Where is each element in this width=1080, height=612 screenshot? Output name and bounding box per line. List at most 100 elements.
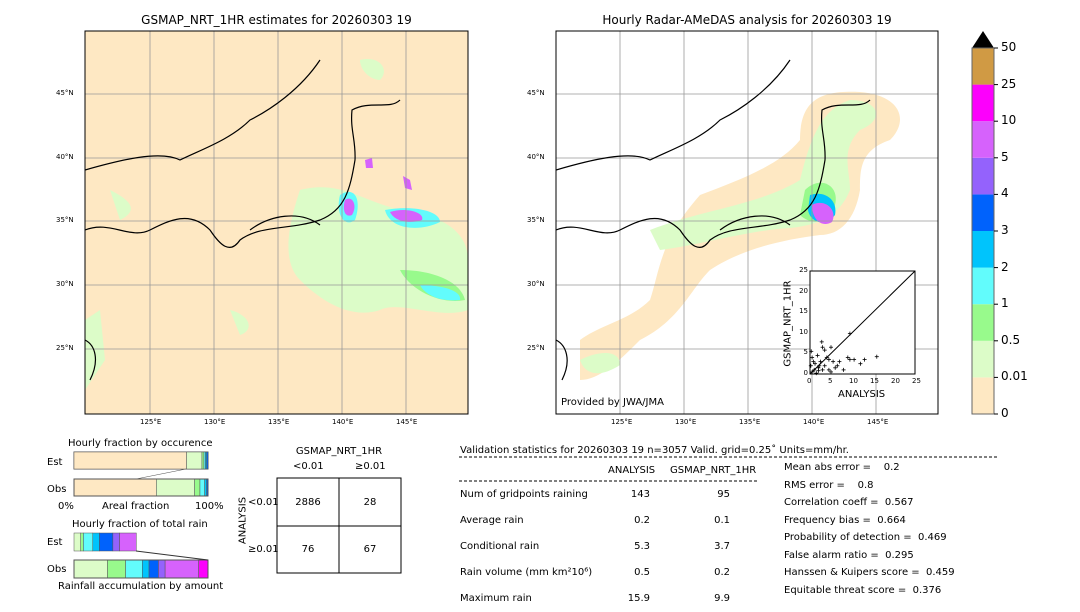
score-line: RMS error = 0.8 <box>784 479 874 491</box>
cell-1-1: 67 <box>363 544 377 555</box>
score-line: Frequency bias = 0.664 <box>784 514 906 526</box>
stat-analysis-value: 143 <box>630 489 650 500</box>
lon-tick-label: 135°E <box>268 418 290 426</box>
bar-segment <box>73 532 81 552</box>
bar-segment <box>80 532 84 552</box>
scatter-y-tick: 15 <box>799 307 808 316</box>
stat-gsmap-value: 95 <box>717 489 730 500</box>
scatter-point <box>818 359 823 364</box>
score-line: Correlation coeff = 0.567 <box>784 497 914 508</box>
lat-tick-label: 30°N <box>56 280 74 288</box>
scatter-point <box>826 367 831 372</box>
bar-segment <box>73 478 157 497</box>
scatter-point <box>847 331 852 336</box>
rain-obs-label: Obs <box>47 564 67 575</box>
scatter-ylabel: GSMAP_NRT_1HR <box>782 280 794 367</box>
lat-tick-label: 35°N <box>527 216 545 224</box>
scatter-point <box>858 361 863 366</box>
lat-tick-label: 40°N <box>527 153 545 161</box>
lon-tick-label: 125°E <box>611 418 633 426</box>
lat-tick-label: 25°N <box>527 344 545 352</box>
colorbar-extend-arrow <box>972 31 994 48</box>
colorbar-label: 50 <box>1001 40 1017 54</box>
coastlines <box>85 59 871 381</box>
occ-tick-0: 0% <box>58 501 74 512</box>
bar-segment <box>204 478 207 497</box>
bar-segment <box>107 559 126 579</box>
bar-segment <box>199 478 205 497</box>
col-label-0: <0.01 <box>293 461 324 472</box>
scatter-point <box>819 339 824 344</box>
rain-est-label: Est <box>47 537 63 548</box>
lon-tick-label: 130°E <box>204 418 226 426</box>
scatter-point <box>824 355 829 360</box>
bar-segment <box>92 532 100 552</box>
scatter-x-tick: 5 <box>828 377 833 385</box>
bar-segment <box>206 451 209 470</box>
scatter-point <box>820 367 825 372</box>
left-map <box>85 31 468 414</box>
cell-0-1: 28 <box>363 497 377 508</box>
bar-segment <box>186 451 203 470</box>
scatter-xlabel: ANALYSIS <box>838 389 886 400</box>
score-line: Hanssen & Kuipers score = 0.459 <box>784 567 955 578</box>
scatter-x-tick: 0 <box>807 377 812 385</box>
scatter-point <box>815 353 820 358</box>
stat-row-label: Rain volume (mm km²10⁶) <box>460 567 593 578</box>
colorbar <box>971 31 998 415</box>
scatter-point <box>829 345 833 350</box>
scatter-y-tick: 0 <box>803 369 808 377</box>
colorbar-segment <box>972 231 994 268</box>
row-label-1: ≥0.01 <box>248 544 279 555</box>
colorbar-label: 0 <box>1001 406 1009 420</box>
scatter-point <box>847 357 852 362</box>
scatter-y-tick: 10 <box>799 327 808 336</box>
col-header-analysis: ANALYSIS <box>608 465 656 476</box>
scatter-point <box>816 368 821 373</box>
scatter-point <box>810 355 815 360</box>
row-label-0: <0.01 <box>248 497 279 508</box>
scatter-point <box>845 355 850 360</box>
lon-tick-label: 145°E <box>396 418 418 426</box>
bar-segment <box>158 559 166 579</box>
rain-title: Hourly fraction of total rain <box>72 519 208 530</box>
colorbar-label: 1 <box>1001 296 1009 311</box>
scatter-point <box>835 363 840 368</box>
stat-row-label: Average rain <box>460 515 524 526</box>
colorbar-segment <box>972 157 994 195</box>
bar-segment <box>99 532 114 552</box>
bar-segment <box>125 559 143 579</box>
colorbar-segment <box>972 267 994 305</box>
stat-analysis-value: 0.2 <box>634 515 650 526</box>
scatter-y-tick: 20 <box>799 286 808 295</box>
stat-analysis-value: 15.9 <box>627 593 650 604</box>
colorbar-segment <box>972 377 994 414</box>
lon-tick-label: 125°E <box>140 418 162 426</box>
scatter-x-tick: 10 <box>849 377 858 385</box>
stat-gsmap-value: 0.2 <box>714 567 730 578</box>
colorbar-label: 0.5 <box>1001 332 1021 347</box>
scatter-x-tick: 15 <box>870 377 879 385</box>
colorbar-label: 3 <box>1001 223 1009 237</box>
scatter-point <box>812 367 817 372</box>
bar-segment <box>156 478 195 497</box>
lat-tick-label: 45°N <box>56 89 74 97</box>
bar-segment <box>142 559 150 579</box>
lat-tick-label: 35°N <box>56 216 74 224</box>
left-map-frame <box>84 30 469 415</box>
stat-analysis-value: 5.3 <box>634 541 650 552</box>
colorbar-segment <box>972 48 994 85</box>
score-line: False alarm ratio = 0.295 <box>784 549 914 561</box>
stat-gsmap-value: 3.7 <box>714 541 730 552</box>
stat-analysis-value: 0.5 <box>634 567 650 578</box>
cell-0-0: 2886 <box>295 497 321 508</box>
colorbar-label: 4 <box>1001 186 1009 201</box>
scatter-point <box>874 354 879 359</box>
scatter-point <box>811 359 816 364</box>
scatter-point <box>841 367 846 372</box>
colorbar-label: 0.01 <box>1001 369 1028 384</box>
score-line: Probability of detection = 0.469 <box>784 532 947 543</box>
bar-segment <box>73 451 187 470</box>
col-label-1: ≥0.01 <box>355 461 386 472</box>
